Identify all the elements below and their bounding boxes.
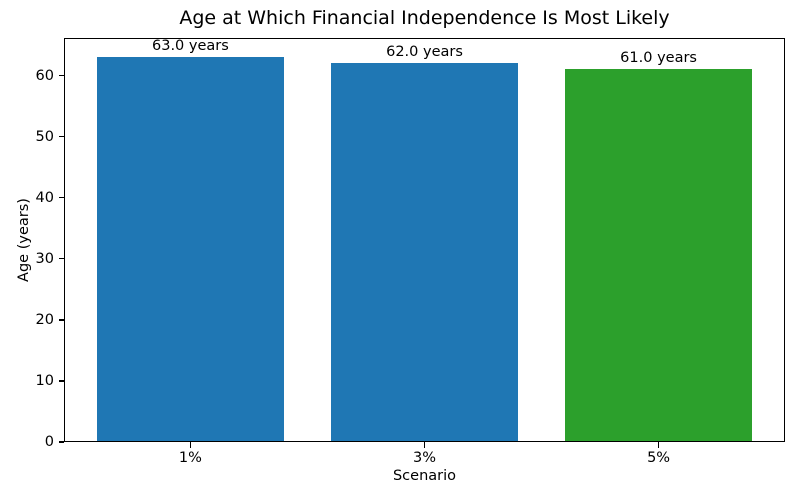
chart-title: Age at Which Financial Independence Is M…: [179, 7, 670, 29]
bar-5%: [564, 69, 753, 442]
y-tick-mark: [58, 441, 64, 443]
y-tick-mark: [58, 380, 64, 382]
y-tick-label: 20: [35, 311, 54, 328]
y-tick-mark: [58, 319, 64, 321]
y-tick-label: 60: [35, 67, 54, 84]
x-tick-mark: [657, 442, 660, 448]
x-tick-mark: [189, 442, 192, 448]
bar-value-label: 62.0 years: [386, 44, 463, 61]
y-tick-label: 50: [35, 128, 54, 145]
y-tick-mark: [58, 197, 64, 199]
y-tick-mark: [58, 135, 64, 138]
x-tick-mark: [423, 442, 426, 448]
y-tick-mark: [58, 258, 64, 260]
bar-value-label: 61.0 years: [620, 50, 697, 67]
y-tick-mark: [58, 74, 64, 77]
bar-1%: [96, 57, 285, 442]
x-tick-label: 3%: [412, 450, 436, 466]
x-tick-label: 1%: [178, 450, 202, 466]
plot-area: 63.0 years 62.0 years 61.0 years 0 10 20 30 40…: [36, 38, 785, 466]
y-tick-label: 10: [35, 372, 54, 389]
y-tick-label: 40: [35, 189, 54, 206]
bar-value-label: 63.0 years: [152, 38, 229, 55]
bar-3%: [330, 63, 519, 442]
y-tick-label: 30: [35, 250, 54, 267]
x-axis-label: Scenario: [392, 468, 457, 484]
x-tick-label: 5%: [647, 450, 671, 466]
y-tick-label: 0: [44, 434, 54, 450]
